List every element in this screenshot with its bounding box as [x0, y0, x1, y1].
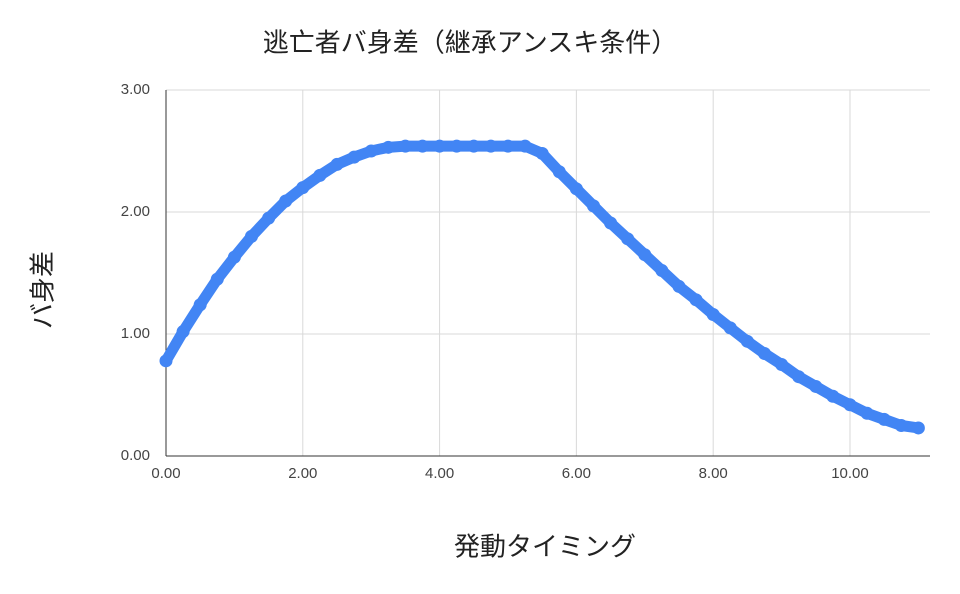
x-axis-label: 発動タイミング [454, 533, 636, 563]
data-point [740, 334, 754, 348]
data-point [655, 264, 669, 278]
data-point [535, 146, 549, 160]
data-point [176, 325, 190, 339]
chart-title: 逃亡者バ身差（継承アンスキ条件） [263, 29, 677, 59]
data-point [792, 370, 806, 384]
x-tick-label: 8.00 [699, 465, 728, 482]
data-point [672, 279, 686, 293]
data-point [381, 140, 395, 154]
data-point [296, 181, 310, 195]
data-point [569, 182, 583, 196]
data-point [860, 406, 874, 420]
data-point [877, 412, 891, 426]
data-point [193, 298, 207, 312]
x-tick-label: 10.00 [831, 465, 869, 482]
data-point [894, 419, 908, 432]
data-point [450, 139, 464, 153]
data-point [279, 194, 293, 208]
y-tick-label: 3.00 [121, 81, 150, 98]
data-point [604, 216, 618, 230]
data-point [313, 168, 327, 182]
data-point [398, 139, 412, 153]
data-point [809, 379, 823, 393]
data-point [586, 199, 600, 213]
y-tick-label: 1.00 [121, 325, 150, 342]
y-tick-label: 2.00 [121, 203, 150, 220]
x-tick-label: 2.00 [288, 465, 317, 482]
data-point [262, 211, 276, 225]
x-tick-label: 0.00 [151, 465, 180, 482]
data-point [433, 139, 447, 153]
data-point [757, 347, 771, 361]
data-point [843, 398, 857, 412]
data-line [160, 140, 924, 434]
data-point [501, 139, 515, 153]
x-tick-label: 4.00 [425, 465, 454, 482]
data-point [911, 421, 925, 435]
data-point [467, 139, 481, 153]
data-point [330, 157, 344, 171]
data-point [826, 389, 840, 403]
data-point [552, 165, 566, 179]
data-point [347, 150, 361, 164]
data-point [689, 293, 703, 307]
data-point [364, 144, 378, 158]
y-tick-label: 0.00 [121, 447, 150, 464]
data-point [415, 139, 429, 153]
data-point [210, 272, 224, 286]
data-point [484, 139, 498, 153]
data-point [159, 354, 173, 368]
data-point [775, 358, 789, 371]
data-point [227, 250, 241, 264]
data-point [723, 321, 737, 335]
data-point [518, 139, 532, 153]
data-point [621, 232, 635, 246]
data-point [706, 307, 720, 321]
data-point [244, 229, 258, 243]
data-point [638, 248, 652, 262]
x-tick-label: 6.00 [562, 465, 591, 482]
y-axis-label: バ身差 [29, 251, 59, 329]
